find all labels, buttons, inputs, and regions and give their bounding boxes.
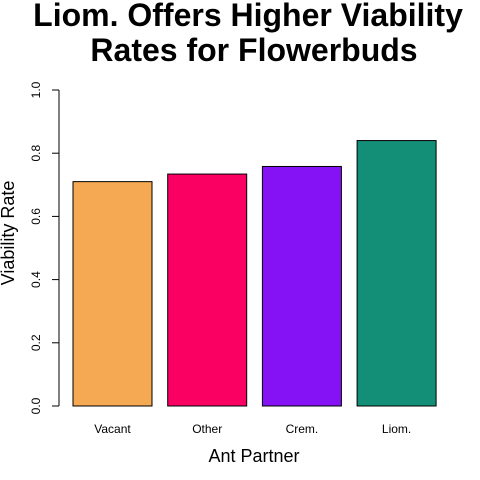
x-tick-label: Liom. (382, 422, 411, 436)
bar-vacant (72, 181, 153, 407)
bar-crem (261, 165, 342, 407)
bars-group (72, 140, 437, 407)
x-axis-title: Ant Partner (208, 446, 299, 466)
x-tick-label: Other (192, 422, 222, 436)
y-tick-label: 0.2 (29, 334, 43, 351)
chart-title-line-1: Liom. Offers Higher Viability (33, 0, 463, 33)
bar-other (167, 173, 248, 407)
y-tick-label: 0.8 (29, 145, 43, 162)
y-axis-title: Viability Rate (0, 181, 18, 286)
y-tick-label: 0.4 (29, 271, 43, 288)
y-tick-label: 1.0 (29, 81, 43, 98)
chart-title-line-2: Rates for Flowerbuds (90, 32, 417, 68)
x-tick-label: Crem. (286, 422, 319, 436)
x-tick-label: Vacant (94, 422, 131, 436)
y-axis: 0.0 0.2 0.4 0.6 0.8 1.0 (29, 81, 60, 414)
y-tick-label: 0.6 (29, 208, 43, 225)
y-tick-label: 0.0 (29, 397, 43, 414)
x-axis-labels: Vacant Other Crem. Liom. (94, 422, 411, 436)
bar-liom (356, 140, 437, 407)
